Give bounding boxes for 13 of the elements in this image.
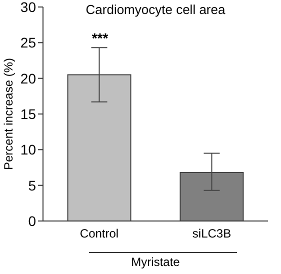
chart-title: Cardiomyocyte cell area [84, 2, 226, 17]
y-tick-label: 20 [20, 70, 36, 86]
y-axis-title: Percent increase (%) [1, 58, 16, 170]
y-tick-label: 30 [20, 0, 36, 15]
x-tick-label: siLC3B [192, 226, 232, 241]
x-axis-title: Myristate [130, 255, 181, 269]
y-tick-label: 25 [20, 34, 36, 51]
y-tick-label: 0 [28, 212, 36, 229]
y-tick-label: 5 [28, 177, 36, 194]
y-tick-label: 15 [20, 106, 36, 122]
x-tick-label: Control [80, 226, 119, 241]
y-tick-label: 10 [20, 142, 36, 158]
annotation: *** [90, 30, 110, 46]
